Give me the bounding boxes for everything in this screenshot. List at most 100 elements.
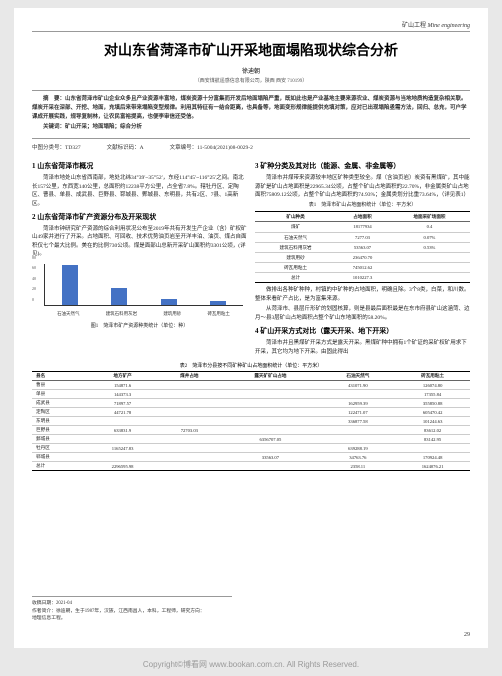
table-cell: 144373.3 xyxy=(87,390,159,399)
table-row: 定陶区44721.78122471.07605470.42 xyxy=(32,408,470,417)
footnote-line-1: 收稿日期：2021-04 xyxy=(32,600,232,607)
table-header-cell: 露天矿矿山占地 xyxy=(220,372,320,381)
table-cell xyxy=(389,272,470,282)
table-cell: 170924.48 xyxy=(395,453,470,462)
article-title: 对山东省菏泽市矿山开采地面塌陷现状综合分析 xyxy=(32,40,470,60)
table-cell: 336877.58 xyxy=(321,417,396,426)
table-row: 总计1010227.3 xyxy=(255,272,470,282)
table-header-cell: 地面采矿场面积 xyxy=(389,212,470,222)
table-cell: 122471.07 xyxy=(321,408,396,417)
table-cell xyxy=(158,462,220,471)
bar-label: 建筑石料用灰岩 xyxy=(106,311,138,318)
table-row: 成武县71897.57162959.39355850.88 xyxy=(32,399,470,408)
left-column: 1 山东省菏泽市概况 菏泽市地处山东省西南部，地处北纬34°39′~35°52′… xyxy=(32,157,247,358)
table-cell: 曹县 xyxy=(32,381,87,390)
chart-bar xyxy=(62,265,78,305)
table-cell xyxy=(158,453,220,462)
table-cell xyxy=(220,444,320,453)
table-cell xyxy=(158,444,220,453)
abstract-block: 摘 要：山东省菏泽市矿山企业众多且产业资源丰富地，煤炭资源十分富集而开发后地面塌… xyxy=(32,90,470,139)
header-cn: 矿山工程 xyxy=(402,23,426,29)
table-cell: 236470.70 xyxy=(336,252,389,262)
table-cell xyxy=(158,381,220,390)
footnote-line-3: 地理信息工程。 xyxy=(32,615,232,622)
table-cell: 1165247.83 xyxy=(87,444,159,453)
table-header-cell: 县名 xyxy=(32,372,87,381)
y-tick: 20 xyxy=(32,286,36,292)
table-cell: 34763.76 xyxy=(321,453,396,462)
bar-chart: 石油天然气建筑石料用灰岩建筑用砂砖瓦用粘土 020406080 xyxy=(32,262,247,320)
table-row: 曹县154871.6431071.90126074.80 xyxy=(32,381,470,390)
table-cell: 郓城县 xyxy=(32,453,87,462)
table-cell: 53563.07 xyxy=(336,242,389,252)
table-row: 单县144373.317355.84 xyxy=(32,390,470,399)
table-cell: 1010227.3 xyxy=(336,272,389,282)
table-cell: 巨野县 xyxy=(32,426,87,435)
watermark: Copyright©博看网 www.bookan.com.cn. All Rig… xyxy=(0,659,502,670)
page: 矿山工程 Mine engineering 对山东省菏泽市矿山开采地面塌陷现状综… xyxy=(14,8,488,648)
table-row: 石油天然气7277.030.07% xyxy=(255,232,470,242)
section-3-para-3: 从菏泽市、县层斤形矿的划固核算，则是县最后面积最是在东市府县矿山这涵菏、边月～县… xyxy=(255,305,470,322)
table-2: 县名地方矿产煤井占地露天矿矿山占地石油天然气砖瓦用粘土曹县154871.6 431… xyxy=(32,371,470,471)
table-cell xyxy=(220,381,320,390)
table-cell: 83612.02 xyxy=(395,426,470,435)
y-tick: 40 xyxy=(32,276,36,282)
table-cell: 0.4 xyxy=(389,222,470,232)
table-cell xyxy=(389,262,470,272)
y-tick: 80 xyxy=(32,255,36,261)
section-3-title: 3 矿种分类及其对比（能源、金属、非金属等） xyxy=(255,161,470,172)
table-cell: 2296595.98 xyxy=(87,462,159,471)
abstract-text: 山东省菏泽市矿山企业众多且产业资源丰富地，煤炭资源十分富集而开发后地面塌陷严重，… xyxy=(32,96,467,120)
table-row: 建筑用砂236470.70 xyxy=(255,252,470,262)
page-header: 矿山工程 Mine engineering xyxy=(32,20,470,32)
footnote-line-2: 作者简介：徐迪朝，生于1987年，汉族，江西南昌人，本科，工程师，研究方向： xyxy=(32,608,232,615)
table-1: 矿山种类占地面积地面采矿场面积煤矿181779340.4石油天然气7277.03… xyxy=(255,211,470,283)
table-cell xyxy=(158,390,220,399)
keywords-label: 关键词： xyxy=(43,124,65,130)
table-cell xyxy=(220,462,320,471)
chart-bar xyxy=(210,301,226,305)
table-cell: 总计 xyxy=(255,272,336,282)
two-column-body: 1 山东省菏泽市概况 菏泽市地处山东省西南部，地处北纬34°39′~35°52′… xyxy=(32,157,470,358)
table-cell: 633831.9 xyxy=(87,426,159,435)
keywords-text: 矿山开采；地面塌陷；综合分析 xyxy=(65,124,142,130)
art-val: 11-5004(2021)08-0029-2 xyxy=(197,145,253,151)
section-3-para-1: 菏泽市并煤带来资源较丰地区矿种类型较全。煤（含油页岩）炭资有黑煤矿，其中能源矿是… xyxy=(255,174,470,200)
table-cell: 154871.6 xyxy=(87,381,159,390)
table-cell: 东明县 xyxy=(32,417,87,426)
table-cell: 83142.95 xyxy=(395,435,470,444)
art-label: 文章编号： xyxy=(170,145,198,151)
table-cell: 431071.90 xyxy=(321,381,396,390)
table-row: 总计2296595.982358.111624076.21 xyxy=(32,462,470,471)
table-header-cell: 石油天然气 xyxy=(321,372,396,381)
table-cell: 101244.63 xyxy=(395,417,470,426)
table-cell: 72703.03 xyxy=(158,426,220,435)
section-1-para: 菏泽市地处山东省西南部，地处北纬34°39′~35°52′，东经114°45′~… xyxy=(32,174,247,208)
section-3-para-2: 做排出各种矿种种，村镇的中矿种的占地面积，明确且除。3个8类，白菜，和川数。整体… xyxy=(255,286,470,303)
table-header-cell: 砖瓦用粘土 xyxy=(395,372,470,381)
affiliation: （西安煤航遥感信息有限公司，陕西 西安 710199） xyxy=(32,77,470,84)
table-cell: 6356707.05 xyxy=(220,435,320,444)
table-cell xyxy=(158,399,220,408)
table-cell: 44721.78 xyxy=(87,408,159,417)
table-cell xyxy=(87,435,159,444)
table-cell xyxy=(321,426,396,435)
table-cell xyxy=(220,399,320,408)
table-cell xyxy=(87,417,159,426)
table-2-caption: 表2 菏泽市分县按不同矿种矿山占地面积统计（单位：平方米） xyxy=(32,362,470,369)
table-cell: 成武县 xyxy=(32,399,87,408)
table-cell: 71897.57 xyxy=(87,399,159,408)
section-1-title: 1 山东省菏泽市概况 xyxy=(32,161,247,172)
y-tick: 0 xyxy=(32,297,34,303)
table-cell: 定陶区 xyxy=(32,408,87,417)
table-cell: 33563.07 xyxy=(220,453,320,462)
table-cell: 355850.88 xyxy=(395,399,470,408)
table-row: 砖瓦用粘土745012.62 xyxy=(255,262,470,272)
table-cell: 煤矿 xyxy=(255,222,336,232)
doc-label: 文献标识码： xyxy=(107,145,140,151)
table-cell: 745012.62 xyxy=(336,262,389,272)
table-header-cell: 地方矿产 xyxy=(87,372,159,381)
right-column: 3 矿种分类及其对比（能源、金属、非金属等） 菏泽市并煤带来资源较丰地区矿种类型… xyxy=(255,157,470,358)
table-header-cell: 煤井占地 xyxy=(158,372,220,381)
table-cell: 鄄城县 xyxy=(32,435,87,444)
